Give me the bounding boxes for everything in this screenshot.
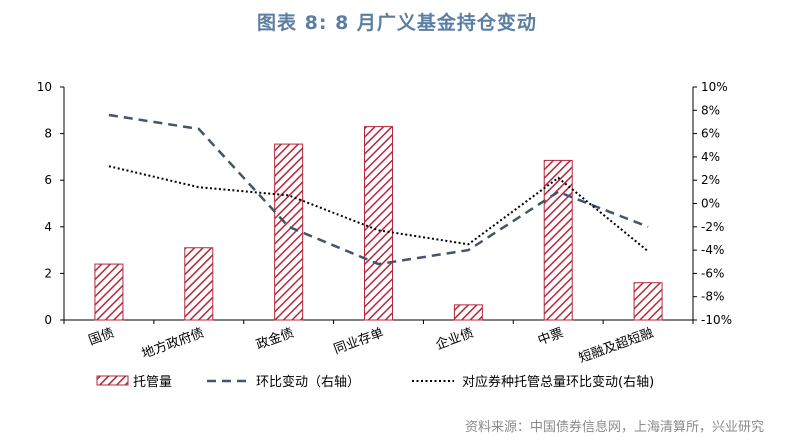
x-category-label: 短融及超短融	[577, 326, 655, 367]
right-tick-label: -8%	[701, 290, 724, 304]
right-tick-label: -2%	[701, 220, 724, 234]
legend-dashed-label: 环比变动（右轴）	[256, 374, 360, 390]
x-category-label: 企业债	[434, 325, 476, 353]
left-tick-label: 10	[37, 80, 52, 94]
left-tick-label: 8	[44, 127, 52, 141]
left-tick-label: 2	[44, 266, 52, 280]
right-tick-label: -6%	[701, 266, 724, 280]
bar-托管量	[453, 304, 483, 321]
left-tick-label: 0	[44, 313, 52, 327]
legend-bar-swatch	[96, 375, 129, 386]
series-line-对应券种托管总量环比变动	[108, 165, 649, 253]
source-note: 资料来源：中国债券信息网，上海清算所，兴业研究	[464, 420, 764, 435]
right-tick-label: 0%	[701, 197, 720, 211]
left-tick-label: 4	[44, 220, 52, 234]
x-category-label: 地方政府债	[140, 325, 207, 362]
bar-托管量	[274, 143, 304, 321]
legend-dotted-label: 对应券种托管总量环比变动(右轴)	[462, 374, 654, 390]
right-tick-label: 8%	[701, 103, 720, 117]
series-line-环比变动	[108, 113, 649, 266]
x-category-label: 政金债	[254, 325, 296, 353]
right-tick-label: -10%	[701, 313, 732, 327]
bar-托管量	[543, 159, 573, 321]
left-tick-label: 6	[44, 173, 52, 187]
bar-托管量	[633, 282, 663, 321]
chart: 0 2 4 6 8 10 -10% -8% -6% -4% -2% 0% 2% 4% 6% 8% 10% 国债 地方…	[37, 80, 732, 390]
bar-托管量	[184, 247, 214, 321]
x-category-label: 国债	[87, 326, 117, 349]
right-tick-label: 6%	[701, 127, 720, 141]
legend-bar-label: 托管量	[133, 375, 172, 390]
right-tick-label: 4%	[701, 150, 720, 164]
right-tick-label: -4%	[701, 243, 724, 257]
chart-legend: 托管量 环比变动（右轴） 对应券种托管总量环比变动(右轴)	[96, 374, 654, 390]
right-tick-label: 10%	[701, 80, 728, 94]
right-tick-label: 2%	[701, 173, 720, 187]
x-category-label: 中票	[536, 326, 566, 349]
bar-托管量	[94, 263, 124, 321]
chart-title: 图表 8: 8 月广义基金持仓变动	[257, 12, 537, 34]
bar-托管量	[364, 126, 393, 321]
x-category-label: 同业存单	[332, 326, 386, 358]
